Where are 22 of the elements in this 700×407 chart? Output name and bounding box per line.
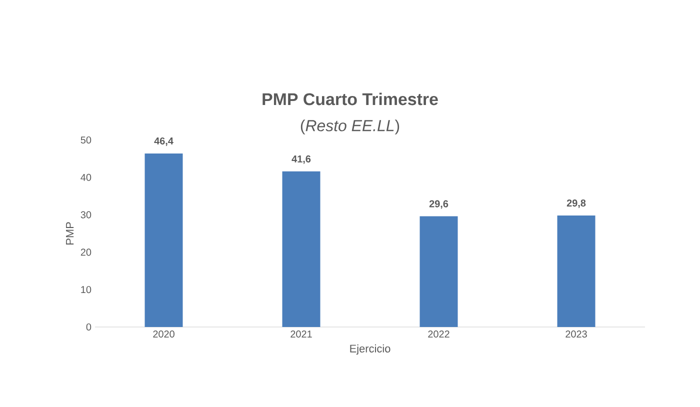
y-tick-label: 50 xyxy=(80,136,92,144)
y-tick-label: 0 xyxy=(86,323,92,331)
bar xyxy=(282,171,320,327)
data-label: 29,6 xyxy=(429,200,448,209)
y-tick-label: 30 xyxy=(80,211,92,218)
x-tick-label: 2020 xyxy=(153,330,174,338)
bar xyxy=(557,216,596,327)
data-label: 41,6 xyxy=(292,155,311,164)
x-axis-title: Ejercicio xyxy=(350,344,390,355)
data-label: 29,8 xyxy=(566,200,586,208)
bar xyxy=(144,153,183,327)
y-tick-label: 10 xyxy=(81,286,92,294)
y-tick-label: 40 xyxy=(80,174,92,181)
chart-title: PMP Cuarto Trimestre xyxy=(262,92,438,106)
y-axis-title: PMP xyxy=(66,222,74,244)
x-tick-label: 2021 xyxy=(290,330,312,338)
y-tick-label: 20 xyxy=(80,248,92,256)
chart-subtitle: (Resto EE.LL) xyxy=(300,120,400,134)
data-label: 46,4 xyxy=(154,137,174,146)
x-tick-label: 2022 xyxy=(428,330,450,338)
bar xyxy=(420,216,458,327)
x-tick-label: 2023 xyxy=(566,330,587,338)
